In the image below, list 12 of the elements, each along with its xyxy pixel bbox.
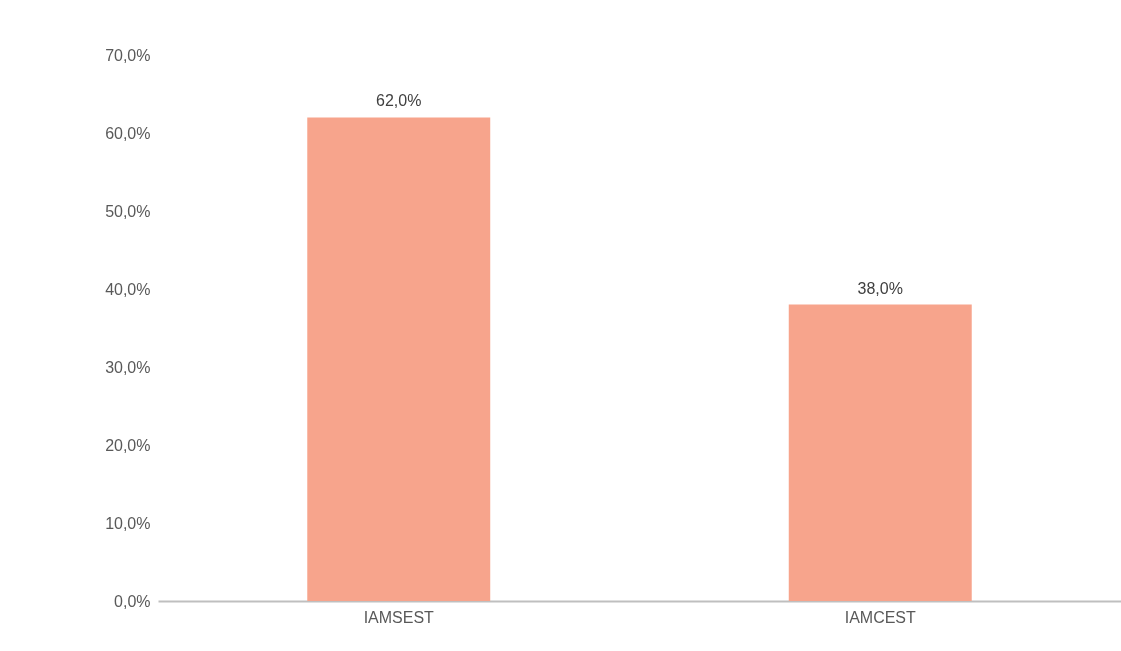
y-tick-label: 10,0% xyxy=(105,514,151,532)
data-label: 62,0% xyxy=(376,92,422,110)
x-tick-label: IAMCEST xyxy=(844,608,917,626)
y-tick-label: 0,0% xyxy=(114,592,151,610)
y-tick-label: 60,0% xyxy=(105,124,151,142)
y-tick-label: 20,0% xyxy=(105,436,151,454)
data-label: 38,0% xyxy=(857,279,903,297)
y-tick-label: 40,0% xyxy=(105,280,151,298)
y-tick-label: 70,0% xyxy=(105,46,151,64)
x-tick-label: IAMSEST xyxy=(363,608,435,626)
y-tick-label: 50,0% xyxy=(105,202,151,220)
y-tick-label: 30,0% xyxy=(105,358,151,376)
